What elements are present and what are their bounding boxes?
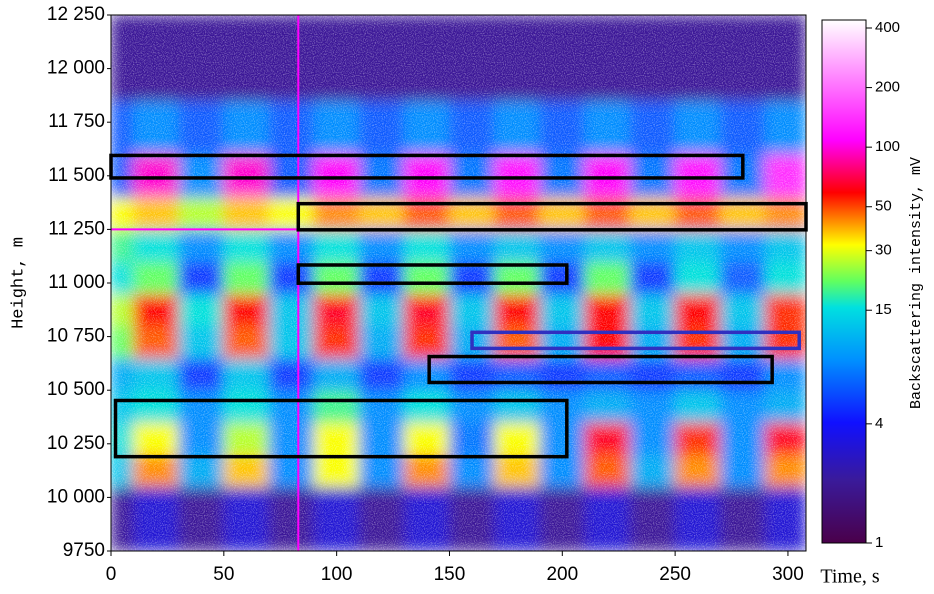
y-tick-label: 11 500 xyxy=(48,165,105,186)
x-tick-label: 100 xyxy=(321,564,353,585)
x-axis-label: Time, s xyxy=(820,566,880,588)
colorbar-tick-label: 4 xyxy=(875,415,883,432)
annotation-box xyxy=(427,354,774,385)
y-axis-label: Height, m xyxy=(9,237,28,329)
colorbar xyxy=(821,19,867,544)
y-tick-label: 12 250 xyxy=(47,4,105,25)
y-tick-label: 10 250 xyxy=(47,433,105,454)
annotation-box xyxy=(113,398,569,459)
x-tick-label: 0 xyxy=(106,564,117,585)
y-tick-label: 10 750 xyxy=(47,326,105,347)
colorbar-tick-label: 1 xyxy=(875,534,883,551)
colorbar-tick-label: 200 xyxy=(875,79,900,96)
colorbar-tick-label: 30 xyxy=(875,242,892,259)
y-tick-label: 11 750 xyxy=(48,111,105,132)
x-tick-label: 250 xyxy=(659,564,691,585)
y-tick-label: 11 000 xyxy=(48,272,105,293)
colorbar-label: Backscattering intensity, mV xyxy=(908,157,925,409)
annotation-box xyxy=(470,330,801,351)
x-tick-label: 200 xyxy=(546,564,578,585)
x-tick-label: 300 xyxy=(772,564,804,585)
x-tick-label: 150 xyxy=(434,564,466,585)
y-tick-label: 10 500 xyxy=(47,379,105,400)
colorbar-tick-label: 15 xyxy=(875,301,892,318)
y-tick-label: 11 250 xyxy=(48,218,105,239)
colorbar-tick-label: 50 xyxy=(875,198,892,215)
y-tick-label: 10 000 xyxy=(47,486,105,507)
colorbar-tick-label: 100 xyxy=(875,138,900,155)
x-tick-label: 50 xyxy=(213,564,234,585)
colorbar-tick-label: 400 xyxy=(875,19,900,36)
y-tick-label: 12 000 xyxy=(47,58,105,79)
y-tick-label: 9750 xyxy=(63,540,105,561)
annotation-box xyxy=(296,263,569,285)
